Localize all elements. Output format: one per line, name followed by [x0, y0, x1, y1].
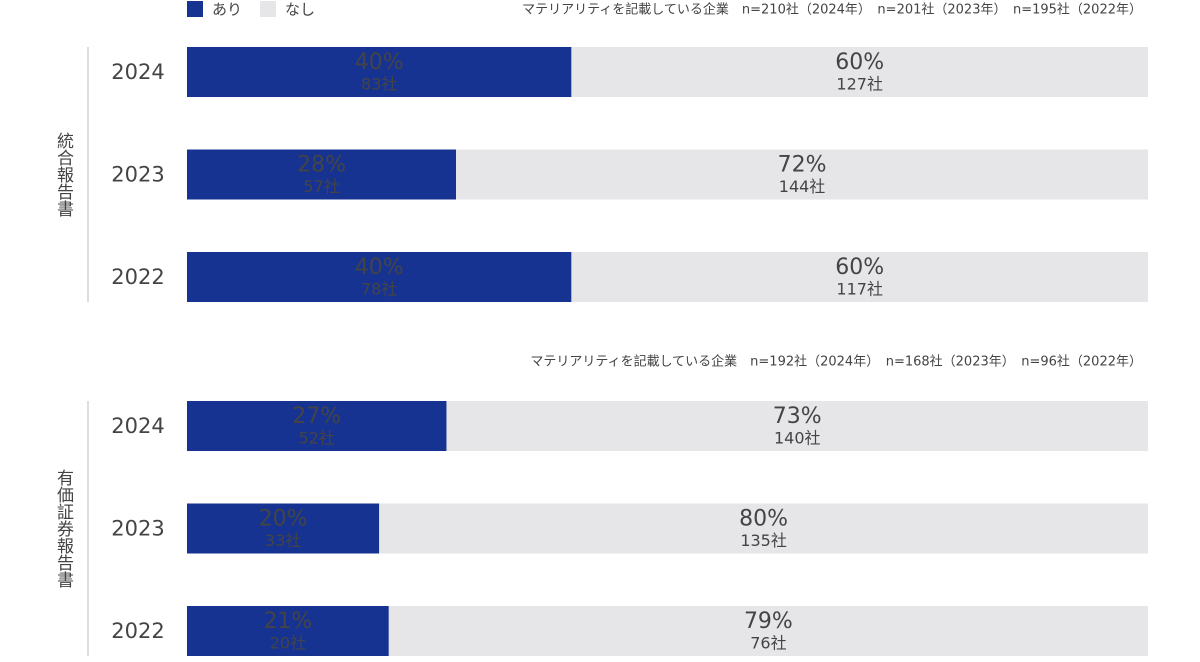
- count-label: 144社: [779, 177, 826, 196]
- value-label: 27%: [292, 404, 341, 429]
- count-label: 20社: [270, 634, 306, 653]
- bar-segment: [187, 401, 447, 451]
- value-label: 21%: [263, 609, 312, 634]
- note: マテリアリティを記載している企業 n=192社（2024年） n=168社（20…: [530, 354, 1142, 370]
- group-label: 統合報告書: [53, 132, 74, 217]
- value-label: 40%: [355, 255, 404, 280]
- count-label: 57社: [303, 177, 339, 196]
- bar-segment: [379, 503, 1148, 554]
- category-label: 2023: [111, 163, 164, 187]
- value-label: 28%: [297, 153, 346, 178]
- value-label: 73%: [773, 404, 822, 429]
- group-label: 有価証券報告書: [53, 469, 74, 588]
- count-label: 140社: [774, 429, 821, 448]
- count-label: 117社: [836, 280, 883, 299]
- value-label: 20%: [259, 507, 308, 532]
- legend-label: あり: [212, 1, 242, 19]
- legend-swatch: [260, 1, 276, 17]
- category-label: 2024: [111, 60, 164, 84]
- category-label: 2023: [111, 517, 164, 541]
- bar-segment: [187, 606, 389, 656]
- count-label: 127社: [836, 75, 883, 94]
- bar-segment: [571, 47, 1148, 97]
- note: マテリアリティを記載している企業 n=210社（2024年） n=201社（20…: [522, 2, 1142, 18]
- value-label: 60%: [835, 255, 884, 280]
- category-label: 2022: [111, 265, 164, 289]
- legend-label: なし: [285, 1, 315, 19]
- count-label: 76社: [750, 634, 786, 653]
- count-label: 135社: [740, 531, 787, 550]
- value-label: 40%: [355, 50, 404, 75]
- bar-segment: [571, 252, 1148, 302]
- bar-segment: [187, 149, 457, 200]
- bar-segment: [388, 606, 1148, 656]
- bar-segment: [187, 503, 380, 554]
- count-label: 33社: [265, 531, 301, 550]
- count-label: 52社: [299, 429, 335, 448]
- count-label: 83社: [361, 75, 397, 94]
- count-label: 78社: [361, 280, 397, 299]
- bar-segment: [446, 401, 1149, 451]
- value-label: 80%: [739, 507, 788, 532]
- bar-segment: [456, 149, 1149, 200]
- value-label: 79%: [744, 609, 793, 634]
- value-label: 60%: [835, 50, 884, 75]
- category-label: 2022: [111, 619, 164, 643]
- bar-segment: [187, 47, 572, 97]
- value-label: 72%: [778, 153, 827, 178]
- bar-segment: [187, 252, 572, 302]
- legend-swatch: [187, 1, 203, 17]
- category-label: 2024: [111, 414, 164, 438]
